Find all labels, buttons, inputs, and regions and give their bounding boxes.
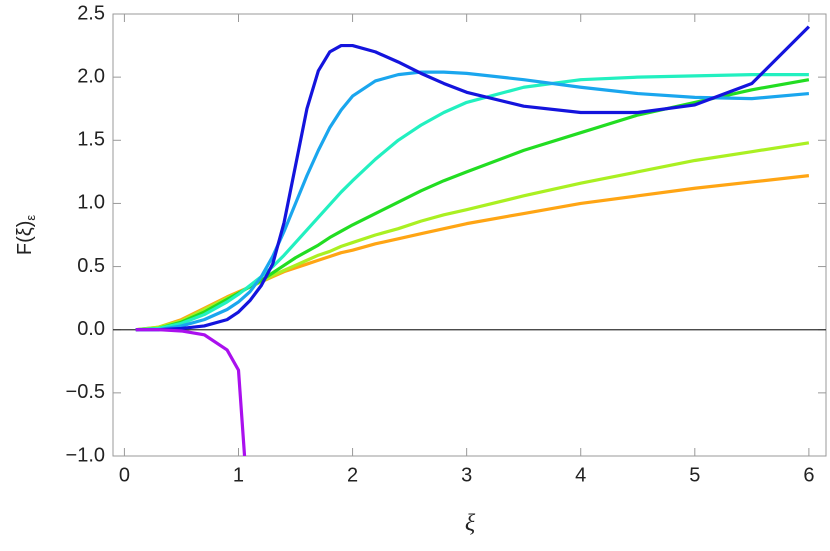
x-tick-label: 3 <box>461 464 472 486</box>
y-tick-label: −1.0 <box>66 444 105 466</box>
y-tick-label: 2.0 <box>77 65 105 87</box>
x-tick-label: 6 <box>803 464 814 486</box>
y-tick-label: 2.5 <box>77 2 105 24</box>
y-label-main: F(ξ) <box>14 221 36 256</box>
x-axis-label: ξ <box>465 511 476 537</box>
y-label-subscript: ε <box>23 215 38 221</box>
x-tick-label: 5 <box>689 464 700 486</box>
series-line <box>135 70 810 332</box>
x-tick-label: 0 <box>119 464 130 486</box>
plot-frame <box>112 13 827 457</box>
x-tick-label: 2 <box>347 464 358 486</box>
series-line <box>135 328 247 456</box>
y-axis-label: F(ξ)ε <box>14 215 38 256</box>
series-line <box>135 73 809 332</box>
series-line <box>135 25 811 332</box>
series-line <box>135 174 810 332</box>
x-tick-label: 4 <box>575 464 586 486</box>
series-line <box>135 78 810 332</box>
y-tick-label: 0.5 <box>77 255 105 277</box>
plot-area <box>135 25 811 456</box>
y-tick-label: 1.5 <box>77 129 105 151</box>
y-tick-label: 1.0 <box>77 192 105 214</box>
y-tick-label: −0.5 <box>66 381 105 403</box>
x-tick-label: 1 <box>233 464 244 486</box>
y-tick-label: 0.0 <box>77 318 105 340</box>
